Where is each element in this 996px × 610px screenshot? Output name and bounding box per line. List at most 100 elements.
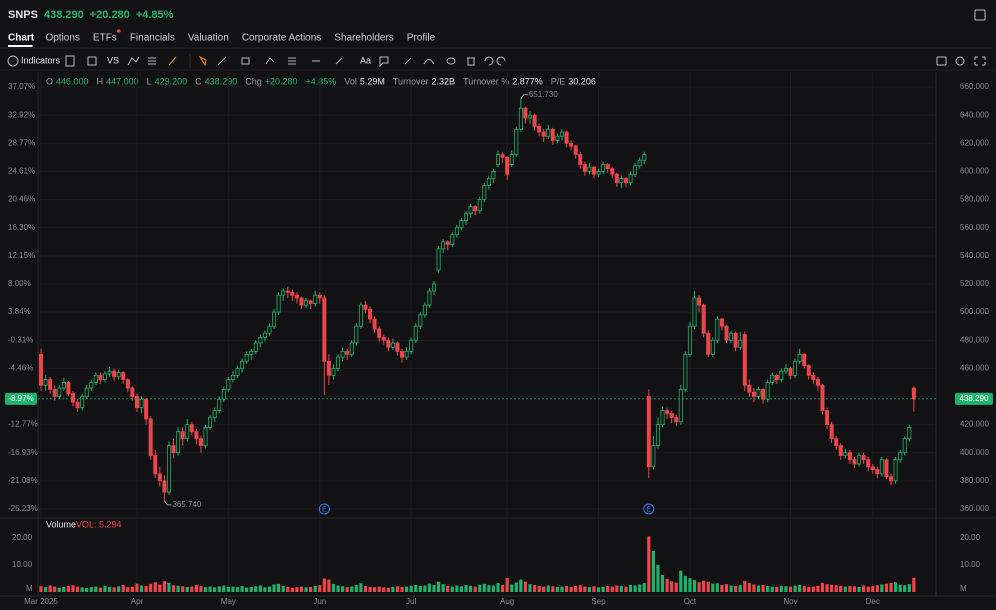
volume-bar (510, 584, 514, 592)
volume-bar (756, 585, 761, 592)
candle-body (505, 156, 510, 175)
volume-bar (752, 584, 756, 592)
candle-body (294, 294, 299, 299)
volume-bar (153, 582, 157, 592)
list-icon[interactable] (148, 57, 156, 65)
candle-body (825, 410, 830, 425)
candle-body (491, 171, 496, 179)
candle-body (377, 328, 382, 338)
volume-bar (779, 585, 783, 592)
volume-bar (688, 578, 692, 592)
info-value: 447.000 (106, 76, 139, 86)
info-label: Vol (344, 76, 357, 86)
tab[interactable]: Shareholders (334, 33, 393, 44)
draw-icon[interactable] (168, 56, 177, 66)
volume-bar (450, 586, 454, 592)
candle-body (569, 142, 574, 147)
x-tick-label: Jul (406, 597, 416, 606)
volume-bar (199, 586, 203, 592)
candle-body (441, 241, 446, 250)
low-label: 365.740 (172, 500, 201, 509)
candle-body (93, 374, 98, 383)
tab[interactable]: ETFs (93, 33, 117, 44)
candle-body (742, 334, 747, 386)
volume-bar (775, 586, 779, 592)
tab[interactable]: Profile (407, 33, 436, 44)
y-left-tick-label: 28.77% (8, 138, 35, 147)
volume-bar (866, 586, 870, 592)
text-tool[interactable]: Aa (360, 55, 371, 65)
volume-bar (190, 586, 194, 592)
drawing-tools[interactable] (217, 56, 506, 68)
volume-bar (162, 581, 166, 592)
volume-bar (80, 587, 84, 592)
cursor-icon[interactable] (198, 55, 207, 67)
tab[interactable]: Options (45, 33, 79, 44)
screenshot-icon[interactable] (936, 56, 947, 66)
candle-body (806, 365, 811, 376)
volume-bar (871, 586, 875, 592)
volume-bar (222, 585, 226, 592)
candle-body (390, 342, 395, 348)
settings-icon[interactable] (955, 56, 965, 66)
candle-body (43, 379, 48, 386)
candle-body (235, 367, 240, 376)
indicators-icon[interactable] (7, 55, 19, 67)
tab[interactable]: Valuation (188, 33, 229, 44)
candle-body (751, 391, 756, 397)
chart-icon[interactable] (127, 56, 140, 66)
volume-bar (903, 585, 907, 592)
candle-body (911, 387, 916, 400)
shape-icon[interactable] (87, 56, 97, 66)
compare-button[interactable]: VS (107, 55, 119, 65)
event-marker[interactable] (643, 503, 655, 515)
volume-bar (350, 586, 354, 592)
indicators-button[interactable]: Indicators (21, 55, 61, 65)
volume-bar (53, 586, 57, 592)
exit-icon[interactable] (974, 9, 986, 21)
y-tick-label: 460.000 (960, 363, 989, 372)
volume-bar (226, 586, 230, 592)
candle-body (308, 300, 313, 305)
candle-body (601, 164, 606, 172)
candle-body (48, 379, 53, 390)
volume-bar (578, 585, 582, 592)
fullscreen-icon[interactable] (974, 56, 986, 66)
tab[interactable]: Financials (130, 33, 175, 44)
volume-bar (194, 584, 198, 592)
candle-body (134, 396, 139, 409)
ticker: SNPS (8, 9, 38, 21)
volume-bar (610, 586, 614, 592)
event-label: E (646, 506, 651, 513)
tab[interactable]: Corporate Actions (242, 33, 322, 44)
candle-body (354, 325, 359, 344)
volume-bar (551, 586, 555, 592)
volume-bar (761, 584, 765, 592)
candle-type-icon[interactable] (65, 55, 75, 67)
candle-body (802, 353, 807, 366)
last-pct-box (5, 392, 37, 405)
volume-bar (816, 585, 820, 592)
candle-body (148, 418, 153, 456)
change-pct: +4.85% (136, 9, 174, 21)
volume-bar (85, 587, 89, 592)
event-marker[interactable] (318, 503, 330, 515)
tab[interactable]: Chart (8, 33, 35, 44)
volume-bar (546, 585, 550, 592)
volume-bar (455, 585, 459, 592)
volume-bar (418, 586, 422, 592)
volume-bar (729, 585, 733, 592)
candle-body (436, 248, 441, 271)
volume-bar (203, 587, 208, 592)
volume-bar (564, 586, 569, 592)
candle-body (144, 398, 149, 420)
y-tick-label: 540.000 (960, 251, 989, 260)
candle-body (774, 374, 779, 380)
volume-bar (295, 587, 299, 592)
candle-body (317, 294, 322, 299)
volume-bar (258, 585, 262, 592)
x-tick-label: May (221, 597, 236, 606)
volume-bar (839, 585, 843, 592)
volume-bar (382, 587, 386, 592)
